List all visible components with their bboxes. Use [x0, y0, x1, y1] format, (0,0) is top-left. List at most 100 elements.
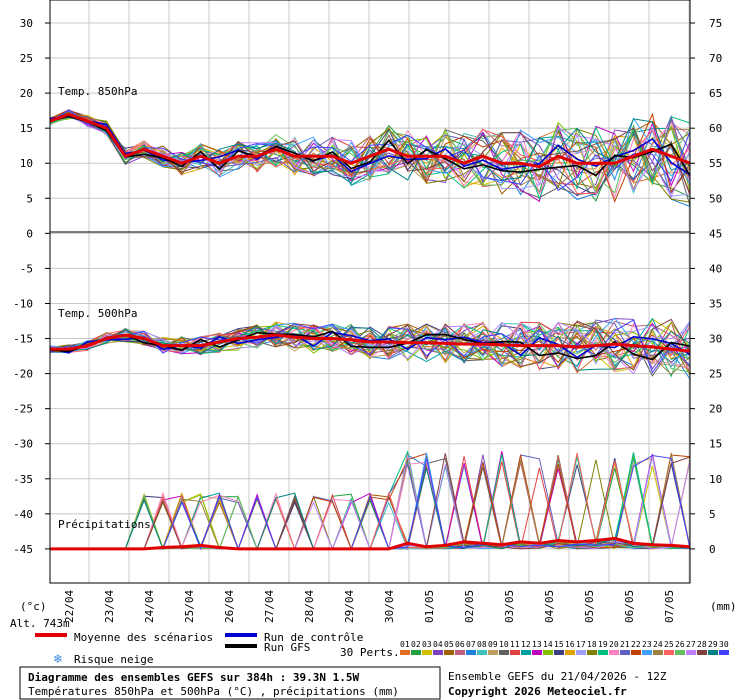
- right-tick-label: 70: [709, 52, 722, 65]
- mean-lines: [49, 112, 691, 551]
- legend-perts-label: 30 Perts.: [340, 646, 400, 659]
- right-tick-label: 35: [709, 297, 722, 310]
- pert-legend-number: 25: [664, 640, 674, 649]
- x-tick-label: 29/04: [343, 590, 356, 623]
- right-tick-label: 10: [709, 473, 722, 486]
- pert-legend-swatch: [477, 650, 487, 655]
- pert-legend-swatch: [444, 650, 454, 655]
- pert-legend-number: 24: [653, 640, 663, 649]
- pert-legend-swatch: [532, 650, 542, 655]
- pert-legend-swatch: [587, 650, 597, 655]
- pert-legend-number: 20: [609, 640, 619, 649]
- perturbation-legend: 01 02 03 04 05 06 07 08 09 10 11 12 13 14 15 16 17 18 19 20…: [400, 640, 729, 655]
- pert-legend-number: 28: [697, 640, 707, 649]
- x-tick-label: 24/04: [143, 590, 156, 623]
- left-tick-label: -45: [13, 543, 33, 556]
- pert-legend-swatch: [466, 650, 476, 655]
- left-unit-label: (°c): [20, 600, 47, 613]
- gfs-run-line-t850: [49, 115, 691, 177]
- pert-legend-number: 05: [444, 640, 454, 649]
- pert-legend-number: 27: [686, 640, 696, 649]
- left-tick-label: -10: [13, 297, 33, 310]
- legend-gfs-label: Run GFS: [264, 641, 310, 654]
- pert-legend-swatch: [609, 650, 619, 655]
- right-tick-label: 25: [709, 368, 722, 381]
- pert-legend-number: 14: [543, 640, 553, 649]
- pert-legend-number: 21: [620, 640, 630, 649]
- left-tick-label: 25: [20, 52, 33, 65]
- pert-legend-swatch: [620, 650, 630, 655]
- pert-legend-swatch: [653, 650, 663, 655]
- left-tick-label: 5: [26, 192, 33, 205]
- pert-legend-number: 07: [466, 640, 476, 649]
- t850-panel-label: Temp. 850hPa: [58, 85, 137, 98]
- x-axis-ticks: 22/04 23/04 24/04 25/04 26/04 27/04 28/04 29/04…: [63, 590, 676, 623]
- pert-legend-swatch: [675, 650, 685, 655]
- x-tick-label: 25/04: [183, 590, 196, 623]
- x-tick-label: 03/05: [503, 590, 516, 623]
- x-tick-label: 30/04: [383, 590, 396, 623]
- mean-line-t500: [50, 333, 691, 353]
- x-tick-label: 05/05: [583, 590, 596, 623]
- precip-panel-label: Précipitations: [58, 518, 151, 531]
- pert-legend-number: 03: [422, 640, 432, 649]
- pert-legend-swatch: [598, 650, 608, 655]
- legend-mean-swatch: [35, 633, 67, 637]
- pert-legend-number: 19: [598, 640, 608, 649]
- x-tick-label: 07/05: [663, 590, 676, 623]
- chart-grid: [50, 0, 690, 583]
- right-tick-label: 50: [709, 192, 722, 205]
- chart-subtitle: Températures 850hPa et 500hPa (°C) , pré…: [28, 685, 399, 698]
- pert-legend-number: 16: [565, 640, 575, 649]
- right-tick-label: 60: [709, 122, 722, 135]
- copyright: Copyright 2026 Meteociel.fr: [448, 685, 627, 698]
- x-tick-label: 22/04: [63, 590, 76, 623]
- title-box: [19, 666, 441, 700]
- pert-legend-number: 18: [587, 640, 597, 649]
- left-tick-label: 0: [26, 227, 33, 240]
- run-info: Ensemble GEFS du 21/04/2026 - 12Z: [448, 670, 667, 683]
- snowflake-icon: ❄: [53, 652, 63, 666]
- pert-legend-swatch: [521, 650, 531, 655]
- altitude-label: Alt. 743m: [10, 617, 70, 630]
- pert-legend-number: 04: [433, 640, 443, 649]
- pert-legend-swatch: [664, 650, 674, 655]
- pert-legend-number: 08: [477, 640, 487, 649]
- pert-legend-swatch: [697, 650, 707, 655]
- pert-legend-swatch: [400, 650, 410, 655]
- legend-control-label: Run de contrôle: [264, 631, 363, 644]
- member-line-t500: [49, 321, 691, 375]
- left-axis-ticks: 30 25 20 15 10 5 0 -5 -10 -15 -20 -25 -30 -35 -40 -45: [13, 17, 50, 556]
- left-tick-label: 15: [20, 122, 33, 135]
- member-line-t850: [49, 112, 691, 195]
- pert-legend-swatch: [488, 650, 498, 655]
- legend-control-swatch: [225, 633, 257, 637]
- right-tick-label: 55: [709, 157, 722, 170]
- mean-line-t850: [49, 112, 691, 169]
- pert-legend-swatch: [433, 650, 443, 655]
- right-tick-label: 40: [709, 262, 722, 275]
- mean-line-precip: [50, 536, 691, 551]
- pert-legend-swatch: [708, 650, 718, 655]
- pert-legend-number: 15: [554, 640, 564, 649]
- pert-legend-number: 30: [719, 640, 729, 649]
- pert-legend-swatch: [554, 650, 564, 655]
- pert-legend-number: 10: [499, 640, 509, 649]
- left-tick-label: -25: [13, 403, 33, 416]
- pert-legend-number: 06: [455, 640, 465, 649]
- pert-legend-swatch: [499, 650, 509, 655]
- pert-legend-number: 11: [510, 640, 520, 649]
- left-tick-label: -40: [13, 508, 33, 521]
- pert-legend-number: 01: [400, 640, 410, 649]
- member-line-t850: [49, 111, 691, 203]
- left-tick-label: -30: [13, 438, 33, 451]
- pert-legend-number: 02: [411, 640, 421, 649]
- pert-legend-swatch: [565, 650, 575, 655]
- left-tick-label: -20: [13, 368, 33, 381]
- x-tick-label: 02/05: [463, 590, 476, 623]
- pert-legend-swatch: [576, 650, 586, 655]
- pert-legend-number: 13: [532, 640, 542, 649]
- x-tick-label: 04/05: [543, 590, 556, 623]
